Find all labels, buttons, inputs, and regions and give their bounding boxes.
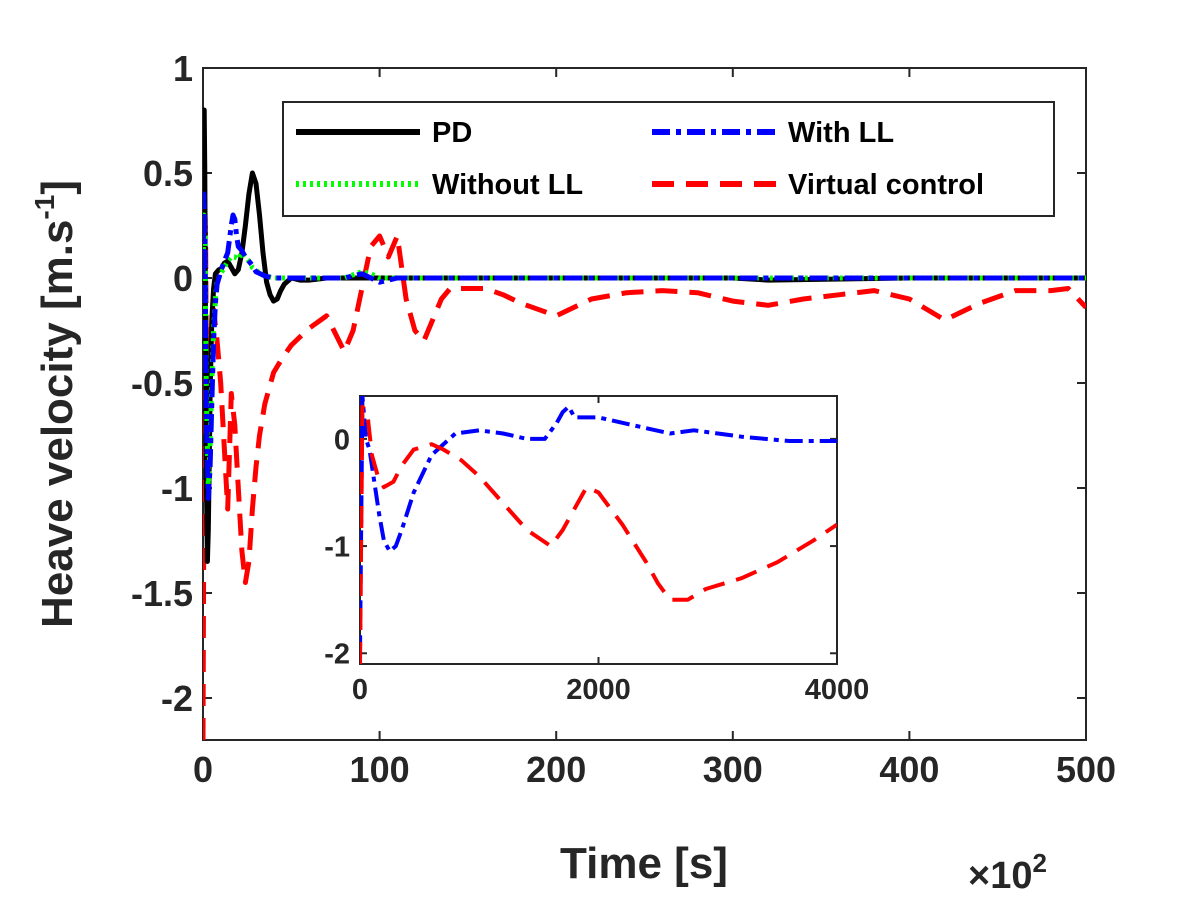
y-axis-label-sup: -1 <box>29 195 60 220</box>
main-y-tick-label: 1 <box>173 48 193 89</box>
inset-x-tick-label: 4000 <box>805 674 870 706</box>
y-axis-label: Heave velocity [m.s-1] <box>29 180 82 628</box>
legend: PD With LL Without LL Virtual control <box>282 101 1055 217</box>
main-x-tick-label: 400 <box>879 749 939 790</box>
y-axis-label-main: Heave velocity [m.s <box>33 220 82 628</box>
legend-label-with-ll: With LL <box>788 117 894 149</box>
x-axis-label: Time [s] <box>560 839 728 888</box>
y-axis-label-close: ] <box>33 180 82 195</box>
main-series-lines <box>203 107 1086 740</box>
inset-series-virtual-control <box>360 404 837 664</box>
inset-y-tick-label: -2 <box>324 639 350 671</box>
inset-y-tick-label: -1 <box>324 532 350 564</box>
inset-series-with-ll <box>360 396 837 654</box>
main-y-tick-label: 0 <box>173 258 193 299</box>
main-series-with-ll <box>203 191 1086 501</box>
main-x-tick-label: 300 <box>703 749 763 790</box>
x-multiplier-base: ×10 <box>968 855 1032 897</box>
legend-box <box>282 101 1055 217</box>
main-x-tick-label: 200 <box>526 749 586 790</box>
main-x-tick-label: 0 <box>193 749 213 790</box>
main-x-tick-label: 500 <box>1056 749 1116 790</box>
main-x-tick-label: 100 <box>350 749 410 790</box>
inset-x-tick-label: 2000 <box>566 674 631 706</box>
main-y-tick-label: 0.5 <box>143 153 193 194</box>
x-multiplier-exponent: 2 <box>1032 848 1046 878</box>
x-axis-multiplier: ×102 <box>968 848 1047 897</box>
inset-axis-ticks: 0 2000 4000 -2 -1 0 <box>324 396 869 706</box>
main-y-tick-label: -0.5 <box>131 363 193 404</box>
inset-y-tick-label: 0 <box>334 424 350 456</box>
main-y-tick-label: -1.5 <box>131 573 193 614</box>
legend-label-pd: PD <box>432 117 472 149</box>
main-axis-ticks: 0 100 200 300 400 500 -2 -1.5 -1 -0.5 0 0.5 1 <box>131 48 1116 790</box>
main-y-tick-label: -2 <box>161 678 193 719</box>
inset-series-lines <box>360 396 837 664</box>
legend-label-virtual-control: Virtual control <box>788 169 984 201</box>
main-y-tick-label: -1 <box>161 468 193 509</box>
inset-x-tick-label: 0 <box>352 674 368 706</box>
legend-label-without-ll: Without LL <box>432 169 583 201</box>
inset-plot-area <box>359 395 838 665</box>
main-series-virtual-control <box>203 202 1086 740</box>
